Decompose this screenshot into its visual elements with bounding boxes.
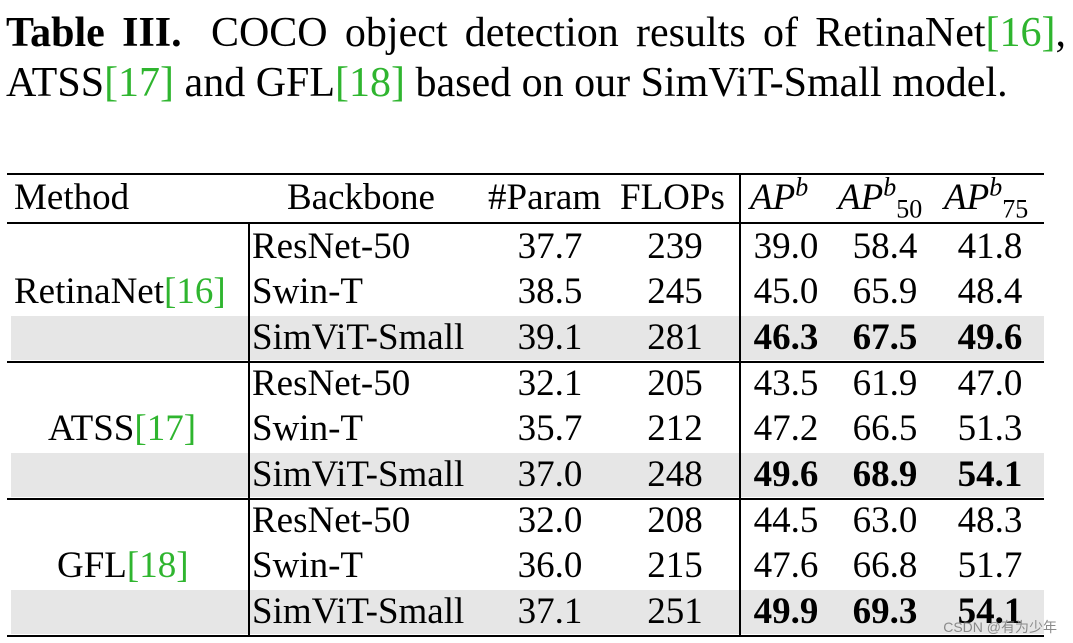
header-flops: FLOPs: [620, 177, 725, 218]
param-cell: 36.0: [517, 545, 583, 586]
param-cell: 35.7: [517, 408, 583, 449]
method-name: GFL[18]: [57, 545, 189, 586]
header-param: #Param: [488, 177, 602, 218]
ap-cell-best: 49.6: [753, 454, 819, 495]
ap50-cell-best: 67.5: [852, 317, 918, 358]
backbone-cell: SimViT-Small: [252, 454, 465, 495]
ap-cell: 45.0: [753, 271, 819, 312]
ap50-cell: 66.5: [852, 408, 918, 449]
backbone-cell: Swin-T: [252, 545, 363, 586]
ap50-cell-best: 69.3: [852, 591, 918, 632]
ap50-cell: 61.9: [852, 363, 918, 404]
ap50-cell: 63.0: [852, 500, 918, 541]
ap50-cell: 65.9: [852, 271, 918, 312]
group-rule: [7, 361, 1044, 363]
method-separator: [248, 224, 250, 635]
header-method: Method: [14, 177, 130, 218]
flops-cell: 248: [647, 454, 703, 495]
watermark: CSDN @有为少年: [943, 619, 1057, 635]
flops-cell: 245: [647, 271, 703, 312]
ap75-cell-best: 54.1: [957, 591, 1023, 632]
header-rule: [7, 222, 1044, 224]
group-rule: [7, 498, 1044, 500]
metrics-separator: [739, 175, 741, 635]
method-name: RetinaNet[16]: [14, 271, 226, 312]
ap-cell: 43.5: [753, 363, 819, 404]
ap75-cell: 47.0: [957, 363, 1023, 404]
flops-cell: 281: [647, 317, 703, 358]
ap-cell-best: 49.9: [753, 591, 819, 632]
method-name: ATSS[17]: [48, 408, 197, 449]
caption-label: Table III.: [6, 10, 182, 56]
ap50-cell: 66.8: [852, 545, 918, 586]
flops-cell: 208: [647, 500, 703, 541]
top-rule: [7, 173, 1044, 175]
ap75-cell: 51.7: [957, 545, 1023, 586]
param-cell: 32.0: [517, 500, 583, 541]
ap75-cell-best: 54.1: [957, 454, 1023, 495]
header-ap: APb: [750, 172, 809, 218]
param-cell: 38.5: [517, 271, 583, 312]
flops-cell: 251: [647, 591, 703, 632]
reference-link[interactable]: [18]: [335, 60, 406, 106]
header-ap75: APb75: [944, 172, 1029, 224]
highlight-row: [11, 316, 1044, 360]
reference-link[interactable]: [18]: [126, 545, 189, 586]
param-cell: 39.1: [517, 317, 583, 358]
ap75-cell: 41.8: [957, 226, 1023, 267]
ap75-cell: 48.3: [957, 500, 1023, 541]
backbone-cell: ResNet-50: [252, 363, 411, 404]
ap75-cell: 51.3: [957, 408, 1023, 449]
param-cell: 37.7: [517, 226, 583, 267]
ap75-cell: 48.4: [957, 271, 1023, 312]
ap50-cell: 58.4: [852, 226, 918, 267]
reference-link[interactable]: [17]: [134, 408, 197, 449]
backbone-cell: ResNet-50: [252, 226, 411, 267]
reference-link[interactable]: [16]: [985, 10, 1056, 56]
highlight-row: [11, 590, 1044, 634]
backbone-cell: SimViT-Small: [252, 591, 465, 632]
param-cell: 37.1: [517, 591, 583, 632]
ap-cell: 44.5: [753, 500, 819, 541]
table-caption: Table III. COCO object detection results…: [6, 10, 1066, 106]
backbone-cell: Swin-T: [252, 271, 363, 312]
flops-cell: 212: [647, 408, 703, 449]
header-backbone: Backbone: [287, 177, 435, 218]
reference-link[interactable]: [16]: [164, 271, 226, 312]
ap-cell: 47.2: [753, 408, 819, 449]
ap-cell-best: 46.3: [753, 317, 819, 358]
flops-cell: 205: [647, 363, 703, 404]
highlight-row: [11, 453, 1044, 497]
header-ap50: APb50: [838, 172, 923, 224]
backbone-cell: SimViT-Small: [252, 317, 465, 358]
ap-cell: 47.6: [753, 545, 819, 586]
backbone-cell: Swin-T: [252, 408, 363, 449]
param-cell: 37.0: [517, 454, 583, 495]
ap75-cell-best: 49.6: [957, 317, 1023, 358]
param-cell: 32.1: [517, 363, 583, 404]
bottom-rule: [7, 635, 1044, 637]
ap50-cell-best: 68.9: [852, 454, 918, 495]
reference-link[interactable]: [17]: [104, 60, 175, 106]
flops-cell: 239: [647, 226, 703, 267]
flops-cell: 215: [647, 545, 703, 586]
ap-cell: 39.0: [753, 226, 819, 267]
backbone-cell: ResNet-50: [252, 500, 411, 541]
